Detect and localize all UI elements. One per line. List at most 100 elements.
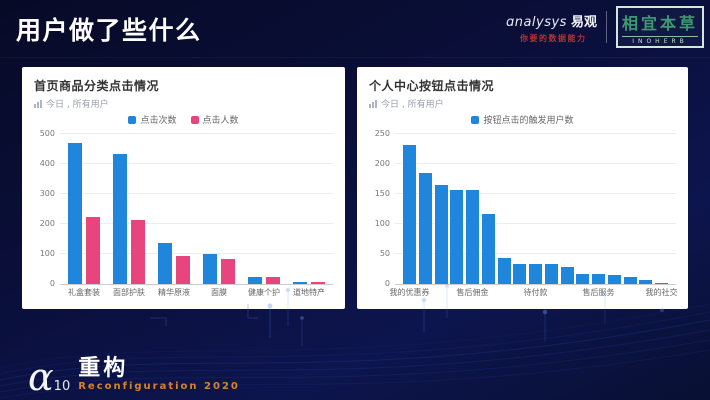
bar-group: 精华原液: [158, 242, 190, 297]
gridline: [395, 133, 676, 134]
bar: [434, 185, 448, 284]
bar-group: [434, 185, 448, 284]
bar-group: 我的社交: [646, 283, 678, 297]
bar: [311, 281, 325, 284]
analysys-wordmark: ɑnalysys: [505, 14, 567, 30]
gridline: [60, 223, 333, 224]
bar-group: 待付款: [524, 264, 548, 297]
bar: [450, 189, 464, 284]
event-name: Reconfiguration 2020: [78, 380, 240, 392]
gridline: [60, 193, 333, 194]
bar: [576, 273, 590, 284]
bar: [481, 214, 495, 284]
bar: [248, 276, 262, 284]
bar: [176, 255, 190, 284]
x-axis-label: 道地特产: [293, 288, 325, 297]
x-axis-label: 面部护肤: [113, 288, 145, 297]
chart-subtitle: 今日 , 所有用户: [369, 97, 676, 110]
bar: [655, 283, 668, 284]
chart-subtitle-text: 今日 , 所有用户: [381, 100, 444, 110]
plot-area: 0 50 100 150 200 250 我的优惠券 售后佣金 待付款 售后服务 我的社交: [369, 130, 678, 298]
gridline: [395, 253, 676, 254]
bar-group: [623, 276, 637, 284]
bar: [529, 264, 542, 284]
gridline: [395, 193, 676, 194]
bar: [131, 220, 145, 284]
bar: [607, 275, 621, 284]
inoherb-logo: 相宜本草 INOHERB: [615, 6, 704, 48]
y-axis-tick: 50: [379, 249, 390, 258]
y-axis: 0 100 200 300 400 500: [34, 130, 60, 288]
plot-area: 0 100 200 300 400 500 礼盒套装 面部护肤 精华原液 面膜 健康个护 道地特产: [34, 130, 333, 297]
bar: [497, 257, 511, 284]
bar-group: 礼盒套装: [68, 143, 100, 297]
x-axis-label: 健康个护: [248, 288, 280, 297]
bar: [113, 153, 127, 284]
mini-bar-chart-icon: [369, 99, 377, 108]
gridline: [60, 253, 333, 254]
x-axis-label: 待付款: [523, 288, 548, 297]
y-axis-tick: 250: [374, 129, 390, 138]
bar-group: 我的优惠券: [390, 144, 430, 297]
y-axis-tick: 0: [49, 279, 55, 288]
y-axis-tick: 100: [374, 219, 390, 228]
y-axis-tick: 300: [39, 189, 55, 198]
bar: [403, 144, 416, 284]
y-axis-tick: 200: [374, 159, 390, 168]
bar-groups: 礼盒套装 面部护肤 精华原液 面膜 健康个护 道地特产: [60, 134, 333, 297]
bar-group: [418, 173, 432, 284]
bar: [623, 276, 637, 284]
bar-group: [513, 263, 527, 284]
x-axis-label: 售后服务: [582, 288, 615, 297]
bar-group: 售后服务: [583, 273, 615, 297]
y-axis-tick: 200: [39, 219, 55, 228]
alpha10-number: 10: [53, 378, 71, 394]
alpha10-logo: ɑ10: [28, 354, 71, 399]
bar-group: [560, 266, 574, 284]
bar: [560, 266, 574, 284]
plot: 礼盒套装 面部护肤 精华原液 面膜 健康个护 道地特产: [60, 133, 333, 297]
bar-group: [576, 273, 590, 284]
bar-group: [481, 214, 495, 284]
bar: [592, 273, 605, 284]
analysys-logo: ɑnalysys 易观 你要的数据能力: [506, 11, 597, 44]
header: 用户做了些什么 ɑnalysys 易观 你要的数据能力 相宜本草 INOHERB: [0, 0, 710, 58]
gridline: [395, 223, 676, 224]
gridline: [60, 133, 333, 134]
bar: [418, 173, 432, 284]
bar-group: [497, 257, 511, 284]
x-axis-label: 我的优惠券: [389, 288, 430, 297]
legend-item: 按钮点击的触发用户数: [471, 113, 574, 126]
bar: [293, 281, 307, 284]
legend-label: 点击次数: [140, 116, 177, 126]
x-axis-label: 礼盒套装: [68, 288, 100, 297]
bar: [544, 264, 558, 284]
y-axis-tick: 100: [39, 249, 55, 258]
chart-subtitle: 今日 , 所有用户: [34, 97, 333, 110]
footer-brand: ɑ10 重构 Reconfiguration 2020: [28, 354, 240, 399]
bar-group: 面部护肤: [113, 153, 145, 297]
x-axis-label: 我的社交: [645, 288, 678, 297]
legend-swatch: [471, 115, 480, 124]
y-axis-tick: 150: [374, 189, 390, 198]
bar-group: 面膜: [203, 254, 235, 297]
chart-legend: 点击次数 点击人数: [34, 113, 333, 126]
logo-divider: [605, 11, 607, 43]
legend-label: 点击人数: [202, 116, 239, 126]
chart-title: 首页商品分类点击情况: [34, 79, 160, 93]
gridline: [395, 163, 676, 164]
y-axis-tick: 400: [39, 159, 55, 168]
homepage-category-click-chart: 首页商品分类点击情况 今日 , 所有用户 点击次数 点击人数 0 100 200 300…: [22, 67, 345, 309]
y-axis-tick: 0: [384, 279, 390, 288]
bar: [513, 263, 527, 284]
bar: [68, 143, 82, 284]
chart-subtitle-text: 今日 , 所有用户: [46, 100, 109, 110]
x-axis-label: 面膜: [211, 288, 227, 297]
analysys-cjk: 易观: [570, 14, 597, 30]
analysys-tagline: 你要的数据能力: [519, 33, 587, 43]
logo-group: ɑnalysys 易观 你要的数据能力 相宜本草 INOHERB: [506, 6, 704, 48]
bar-group: [639, 279, 653, 284]
legend-swatch: [190, 115, 199, 124]
inoherb-cjk: 相宜本草: [621, 14, 698, 33]
y-axis: 0 50 100 150 200 250: [369, 130, 395, 288]
